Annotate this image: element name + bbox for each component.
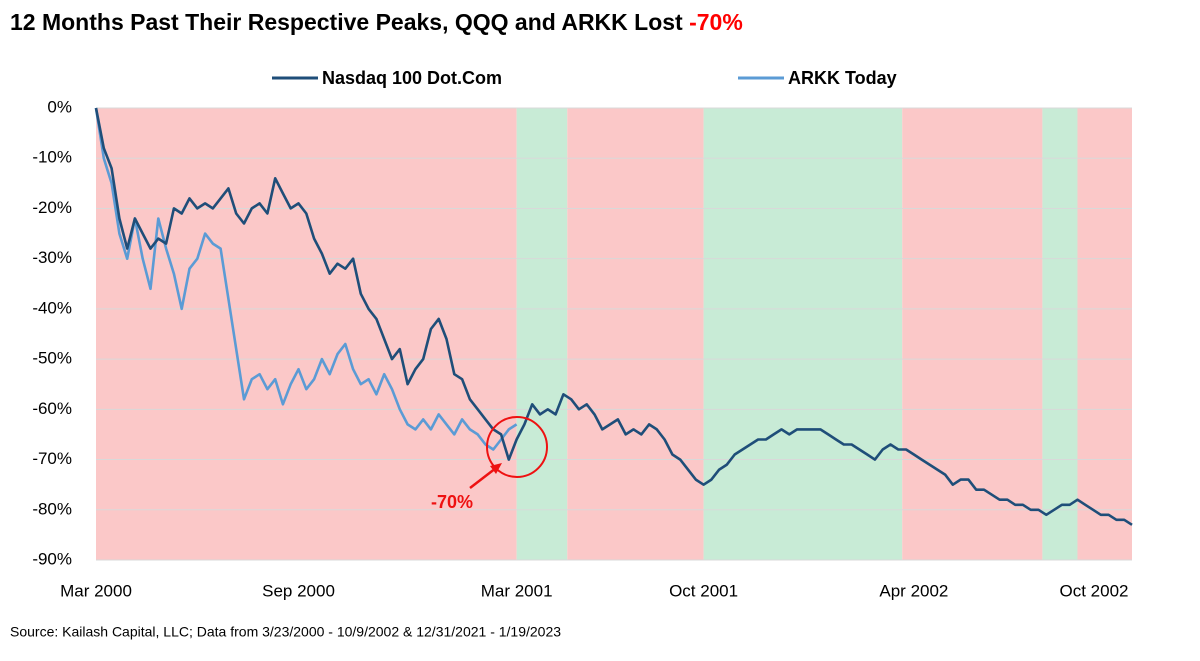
x-tick-label: Oct 2002 bbox=[1060, 581, 1129, 600]
series-line bbox=[94, 107, 1133, 526]
shaded-region bbox=[703, 108, 903, 560]
legend-label: Nasdaq 100 Dot.Com bbox=[322, 68, 502, 88]
chart-title: 12 Months Past Their Respective Peaks, Q… bbox=[10, 9, 743, 35]
title-text: 12 Months Past Their Respective Peaks, Q… bbox=[10, 9, 689, 35]
y-tick-label: -60% bbox=[32, 399, 72, 418]
x-tick-label: Mar 2001 bbox=[481, 581, 553, 600]
y-tick-label: -30% bbox=[32, 248, 72, 267]
y-tick-label: -20% bbox=[32, 198, 72, 217]
lines bbox=[94, 107, 1133, 526]
axes: 0% -10% -20% -30% -40% -50% -60% -70% -80% -90% Ma… bbox=[32, 97, 1128, 600]
annotation: -70% bbox=[431, 492, 473, 512]
annotation-arrow bbox=[469, 467, 497, 489]
y-tick-label: 0% bbox=[47, 97, 72, 116]
highlight-circle bbox=[486, 416, 548, 478]
shaded-region bbox=[902, 108, 1043, 560]
arrow-head bbox=[490, 463, 502, 474]
legend-label: ARKK Today bbox=[788, 68, 897, 88]
y-tick-label: -50% bbox=[32, 349, 72, 368]
y-tick-label: -80% bbox=[32, 499, 72, 518]
x-tick-label: Mar 2000 bbox=[60, 581, 132, 600]
x-tick-label: Apr 2002 bbox=[879, 581, 948, 600]
shaded-region bbox=[1077, 108, 1132, 560]
y-tick-label: -70% bbox=[32, 449, 72, 468]
shaded-region bbox=[516, 108, 568, 560]
y-tick-label: -10% bbox=[32, 148, 72, 167]
series-line bbox=[94, 107, 518, 451]
x-tick-label: Oct 2001 bbox=[669, 581, 738, 600]
shaded-region bbox=[567, 108, 704, 560]
source-note: Source: Kailash Capital, LLC; Data from … bbox=[10, 624, 561, 640]
y-tick-label: -90% bbox=[32, 549, 72, 568]
shaded-region bbox=[1042, 108, 1078, 560]
x-tick-label: Sep 2000 bbox=[262, 581, 335, 600]
y-tick-label: -40% bbox=[32, 298, 72, 317]
shaded-region bbox=[96, 108, 517, 560]
plot-background bbox=[96, 108, 1132, 560]
legend: Nasdaq 100 Dot.Com ARKK Today bbox=[272, 68, 897, 88]
title-highlight: -70% bbox=[689, 9, 743, 35]
